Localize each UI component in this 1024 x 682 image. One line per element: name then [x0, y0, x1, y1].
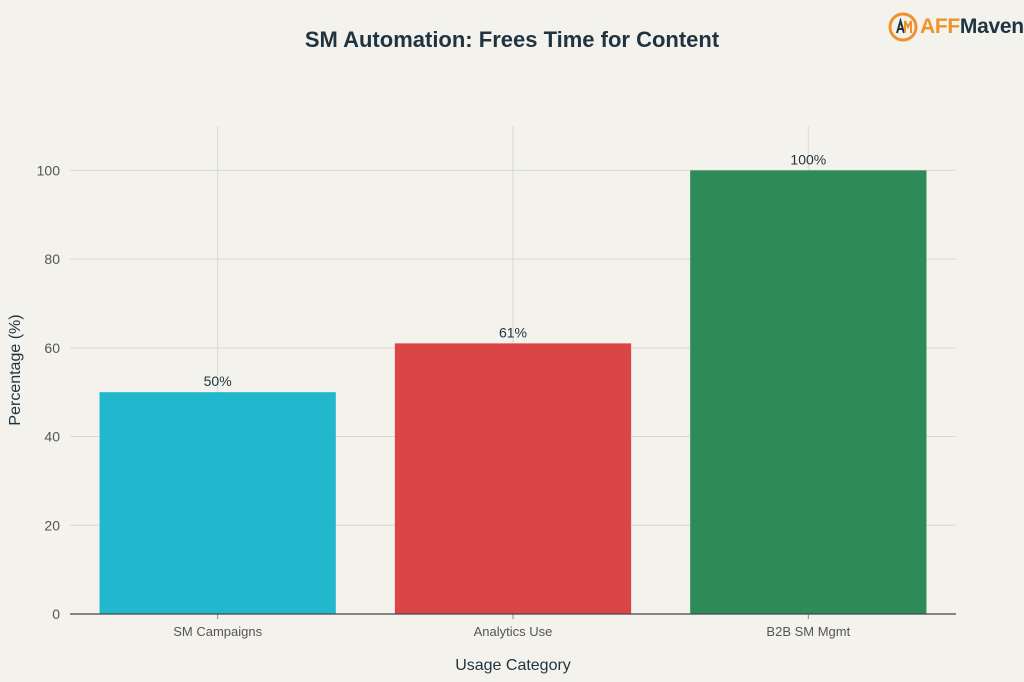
data-label: 61% [499, 324, 527, 340]
y-tick-label: 40 [44, 429, 60, 445]
chart-title: SM Automation: Frees Time for Content [304, 27, 720, 52]
logo-text-prefix: AFF [920, 15, 960, 38]
bar [99, 392, 336, 614]
y-tick-label: 60 [44, 340, 60, 356]
label-layer: 50% 61% 100% [204, 151, 827, 389]
x-tick-label: Analytics Use [474, 624, 553, 639]
logo: AFFMaven [888, 12, 1024, 42]
x-tick-label: B2B SM Mgmt [766, 624, 850, 639]
logo-text: AFFMaven [920, 15, 1024, 39]
logo-text-suffix: Maven [959, 15, 1024, 38]
y-tick-label: 100 [37, 162, 61, 178]
bar [690, 170, 927, 614]
x-axis-title: Usage Category [455, 657, 571, 674]
y-tick-label: 80 [44, 251, 60, 267]
y-tick-label: 0 [52, 606, 60, 622]
bar [394, 343, 632, 614]
affmaven-logo-icon [888, 12, 918, 42]
data-label: 50% [204, 373, 232, 389]
y-axis-title: Percentage (%) [7, 314, 24, 425]
x-tick-label: SM Campaigns [173, 624, 262, 639]
axis-layer: 0 20 40 60 80 100 SM Campaigns Analytics Use B2B… [7, 162, 956, 674]
y-tick-label: 20 [44, 517, 60, 533]
bar-layer [99, 170, 927, 614]
data-label: 100% [790, 151, 826, 167]
